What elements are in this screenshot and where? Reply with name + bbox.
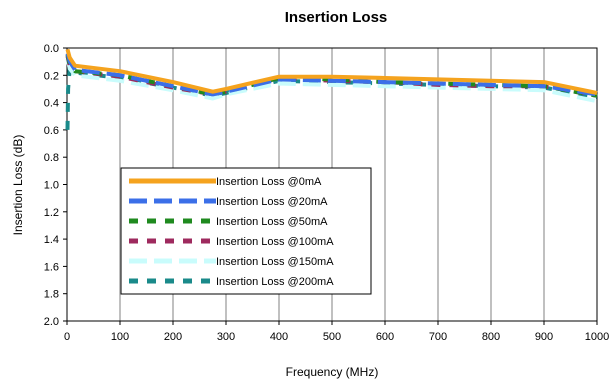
legend: Insertion Loss @0mA Insertion Loss @20mA I…: [120, 167, 372, 295]
legend-label-1: Insertion Loss @20mA: [216, 196, 328, 208]
y-tick-label: 0.6: [44, 125, 59, 137]
series: [65, 48, 598, 130]
series-line-1: [65, 52, 598, 97]
axis-ticks: 0 100 200 300 400 500 600 700 800 900 1000 0.0 0.2 0.…: [44, 43, 610, 343]
x-tick-label: 800: [482, 331, 500, 343]
x-tick-label: 500: [323, 331, 341, 343]
x-tick-label: 900: [535, 331, 553, 343]
legend-label-0: Insertion Loss @0mA: [216, 176, 322, 188]
x-axis-label: Frequency (MHz): [286, 365, 379, 379]
chart-title: Insertion Loss: [285, 9, 388, 26]
y-tick-label: 0.4: [44, 98, 59, 110]
y-tick-label: 1.0: [44, 180, 59, 192]
x-tick-label: 1000: [585, 331, 609, 343]
legend-label-2: Insertion Loss @50mA: [216, 216, 328, 228]
x-tick-label: 700: [429, 331, 447, 343]
y-tick-label: 0.0: [44, 43, 59, 55]
y-tick-label: 2.0: [44, 316, 59, 328]
x-tick-label: 100: [111, 331, 129, 343]
series-line-0: [65, 48, 598, 95]
legend-label-5: Insertion Loss @200mA: [216, 276, 334, 288]
y-axis-label: Insertion Loss (dB): [11, 135, 25, 236]
legend-label-3: Insertion Loss @100mA: [216, 236, 334, 248]
y-tick-label: 1.2: [44, 207, 59, 219]
x-tick-label: 600: [376, 331, 394, 343]
x-tick-label: 200: [164, 331, 182, 343]
x-tick-label: 400: [270, 331, 288, 343]
x-tick-label: 300: [217, 331, 235, 343]
legend-box: [120, 167, 372, 295]
y-tick-label: 1.6: [44, 261, 59, 273]
y-tick-label: 1.8: [44, 289, 59, 301]
y-tick-label: 0.8: [44, 152, 59, 164]
series-line-4: [65, 58, 598, 104]
y-tick-label: 0.2: [44, 70, 59, 82]
legend-label-4: Insertion Loss @150mA: [216, 256, 334, 268]
x-tick-label: 0: [64, 331, 70, 343]
y-tick-label: 1.4: [44, 234, 59, 246]
